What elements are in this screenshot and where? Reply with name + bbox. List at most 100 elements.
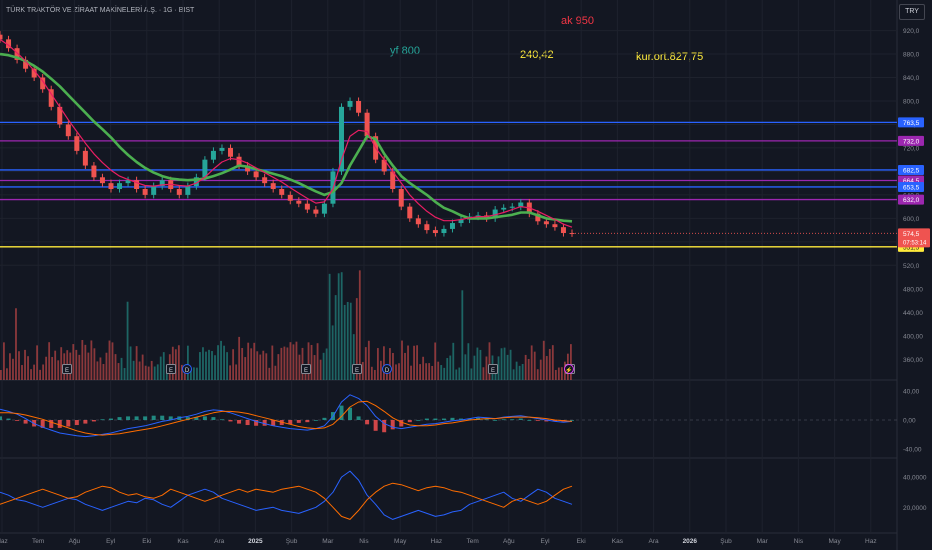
candles (0, 31, 575, 237)
volume-bar (398, 363, 400, 380)
volume-bar (283, 346, 286, 380)
volume-bar (265, 353, 268, 380)
volume-bar (211, 351, 213, 380)
volume-bar (401, 340, 403, 380)
dividend-marker (382, 364, 392, 374)
macd-histogram-bar (57, 420, 62, 428)
macd-histogram-bar (382, 420, 387, 433)
level-label: 732,0 (903, 138, 920, 145)
volume-bar (199, 352, 201, 380)
candle-body (117, 183, 123, 190)
x-tick-label: Şub (720, 538, 732, 545)
candle-body (398, 189, 404, 207)
volume-bar (87, 352, 90, 380)
macd-histogram-bar (228, 420, 233, 422)
macd-histogram-bar (390, 420, 395, 430)
candle-body (313, 209, 319, 214)
macd-histogram-bar (535, 420, 540, 421)
volume-bar (367, 340, 370, 380)
volume-bar (33, 364, 35, 380)
candle-body (57, 106, 63, 125)
volume-bar (220, 340, 222, 380)
volume-bar (295, 341, 298, 380)
level-label: 682,5 (903, 167, 920, 174)
macd-histogram-bar (322, 417, 327, 420)
macd-histogram-bar (416, 420, 421, 421)
macd-histogram-bar (15, 420, 20, 421)
macd-histogram-bar (134, 416, 139, 420)
candle-body (23, 59, 29, 69)
volume-tick-label: 480,00 (903, 287, 923, 294)
volume-bar (425, 363, 428, 380)
volume-bar (370, 366, 373, 380)
macd-histogram-bar (245, 420, 250, 426)
volume-bar (286, 347, 289, 380)
volume-bar (132, 360, 135, 380)
volume-bar (449, 355, 452, 380)
candle-body (501, 207, 507, 210)
volume-bar (36, 345, 38, 380)
x-tick-label: Ara (649, 538, 660, 545)
x-tick-label: 2026 (683, 538, 698, 545)
candle-body (74, 136, 80, 151)
candle-body (253, 171, 259, 178)
volume-bar (358, 270, 361, 380)
currency-button[interactable]: TRY (899, 4, 925, 20)
volume-bar (174, 349, 177, 380)
x-tick-label: Şub (286, 538, 298, 545)
volume-bar (467, 343, 470, 380)
macd-histogram-bar (399, 420, 404, 427)
volume-bar (54, 350, 57, 380)
volume-bar (177, 345, 180, 380)
volume-bar (226, 352, 228, 380)
macd-histogram-bar (117, 417, 122, 420)
volume-bar (90, 340, 93, 380)
volume-bar (458, 367, 461, 380)
volume-bar (506, 354, 509, 380)
macd-histogram-bar (441, 418, 446, 420)
volume-bar (392, 352, 394, 380)
candle-body (407, 206, 413, 219)
candle-body (31, 68, 37, 78)
volume-bar (422, 356, 425, 380)
volume-bar (349, 302, 352, 380)
volume-bar (144, 365, 147, 380)
volume-bar (72, 344, 75, 380)
candle-body (159, 180, 165, 187)
volume-bar (482, 367, 485, 380)
volume-bar (241, 347, 244, 380)
volume-bar (488, 342, 491, 380)
macd-tick-label: 0,00 (903, 418, 916, 425)
oscillator-blue-line (0, 470, 573, 520)
candle-body (151, 186, 157, 195)
x-tick-label: Eki (577, 538, 586, 545)
macd-histogram-bar (552, 420, 557, 422)
volume-bar (96, 361, 99, 380)
volume-bar (24, 349, 26, 380)
volume-bar (470, 368, 473, 380)
x-tick-label: Tem (32, 538, 44, 545)
volume-bar (147, 366, 150, 380)
x-tick-label: 2025 (248, 538, 263, 545)
x-tick-label: May (828, 538, 841, 545)
volume-bar (235, 364, 238, 380)
x-tick-label: Nis (794, 538, 804, 545)
x-tick-label: Haz (865, 538, 877, 545)
volume-bar (443, 367, 446, 380)
macd-histogram-bar (348, 407, 353, 420)
candle-body (65, 124, 71, 137)
candle-body (304, 203, 310, 210)
moving-average-red (0, 38, 573, 228)
volume-bar (373, 369, 376, 380)
candle-body (262, 177, 268, 184)
candle-body (424, 224, 430, 231)
event-marker-label: E (65, 368, 69, 374)
macd-histogram-bar (160, 415, 165, 420)
volume-bar (0, 370, 2, 380)
candle-body (14, 48, 20, 60)
macd-histogram-bar (288, 420, 293, 425)
macd-histogram-bar (100, 419, 105, 421)
candle-body (509, 206, 515, 208)
price-tick-label: 600,0 (903, 216, 920, 223)
